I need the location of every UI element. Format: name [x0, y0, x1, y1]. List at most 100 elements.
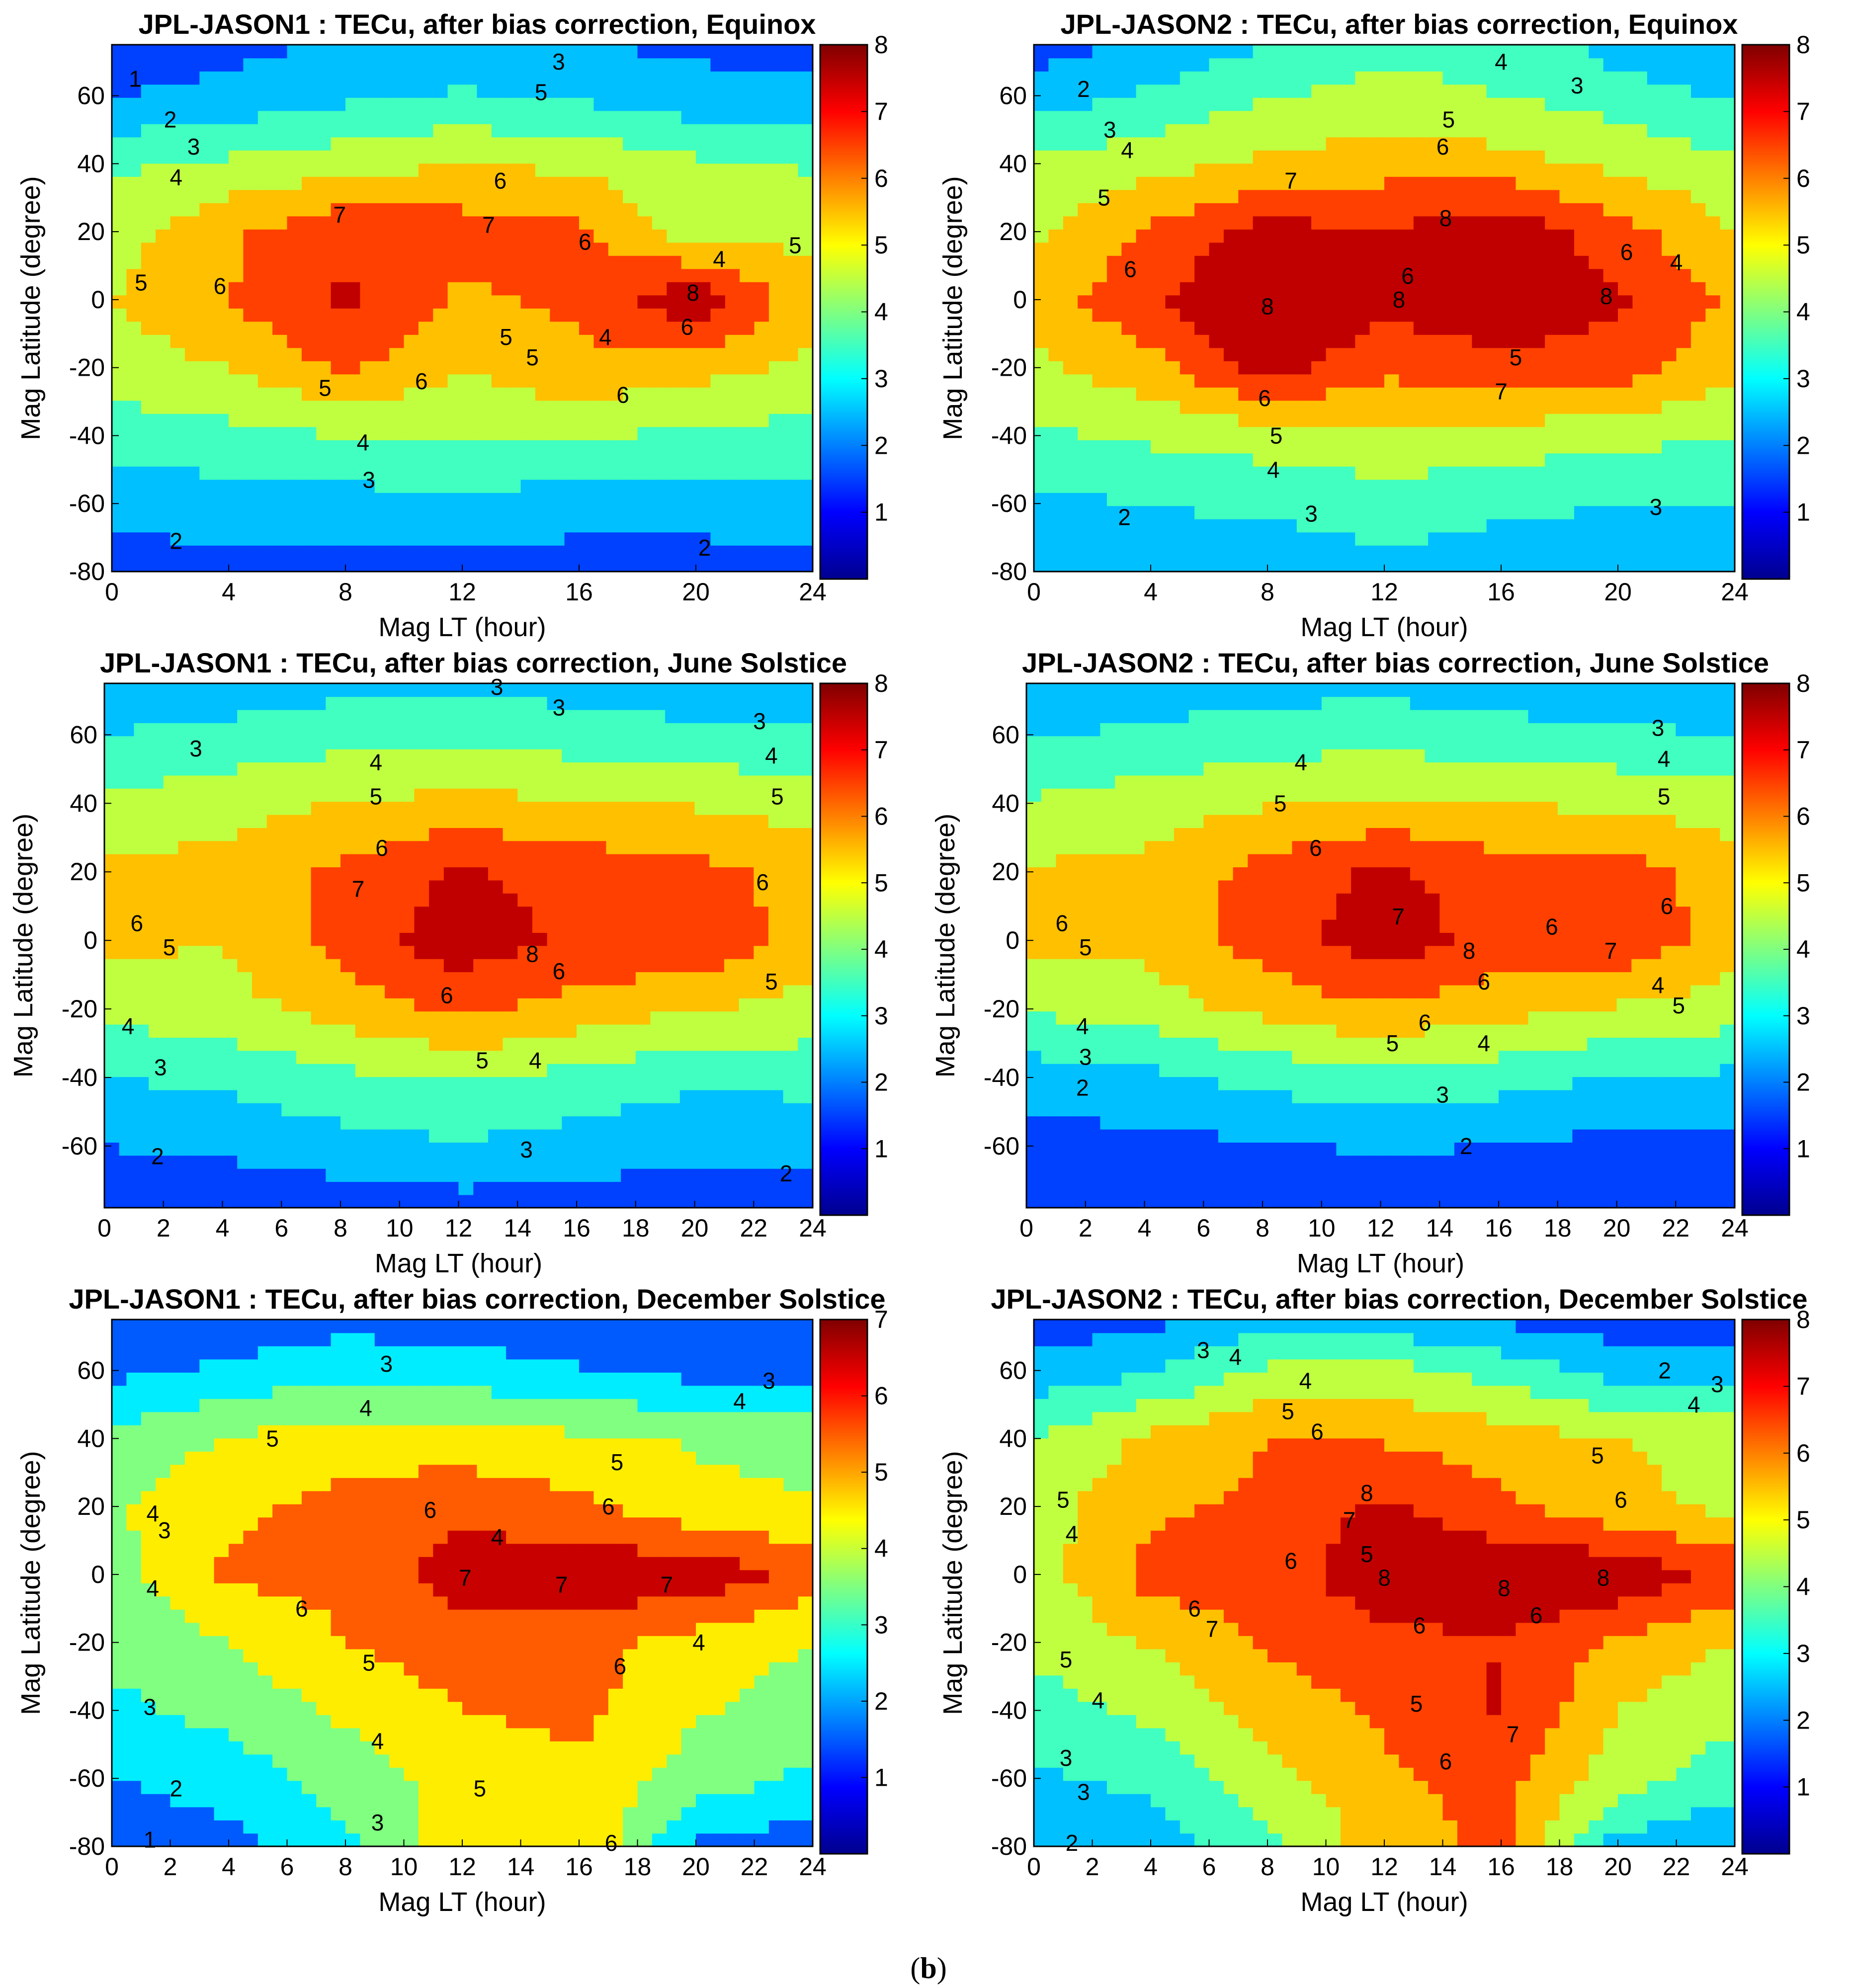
heatmap-cell: [1326, 163, 1341, 177]
heatmap-cell: [1632, 137, 1648, 151]
heatmap-cell: [1618, 71, 1633, 85]
heatmap-cell: [667, 374, 682, 388]
heatmap-cell: [623, 45, 638, 59]
heatmap-cell: [355, 1116, 371, 1130]
heatmap-cell: [1486, 255, 1502, 269]
x-tick-label: 4: [1144, 578, 1158, 606]
heatmap-cell: [579, 137, 594, 151]
heatmap-cell: [374, 71, 390, 85]
heatmap-cell: [1106, 163, 1122, 177]
heatmap-cell: [287, 110, 302, 124]
heatmap-cell: [1267, 400, 1283, 414]
heatmap-cell: [404, 295, 419, 309]
heatmap-cell: [564, 203, 580, 217]
heatmap-cell: [1516, 189, 1531, 203]
heatmap-cell: [404, 493, 419, 506]
heatmap-cell: [1662, 414, 1677, 427]
heatmap-cell: [635, 1063, 651, 1077]
heatmap-cell: [1369, 150, 1385, 164]
heatmap-cell: [564, 216, 580, 230]
heatmap-cell: [126, 189, 142, 203]
heatmap-cell: [725, 519, 740, 533]
heatmap-cell: [1355, 426, 1370, 440]
heatmap-cell: [694, 1129, 710, 1143]
heatmap-cell: [1618, 268, 1633, 282]
heatmap-cell: [1676, 374, 1691, 388]
heatmap-cell: [709, 1089, 725, 1103]
heatmap-cell: [783, 71, 799, 85]
heatmap-cell: [184, 361, 200, 375]
heatmap-cell: [1078, 321, 1093, 335]
heatmap-cell: [340, 945, 356, 959]
heatmap-cell: [681, 282, 696, 296]
heatmap-cell: [184, 558, 200, 572]
heatmap-cell: [783, 1037, 799, 1051]
heatmap-cell: [126, 110, 142, 124]
heatmap-cell: [193, 972, 208, 986]
heatmap-cell: [1647, 71, 1662, 85]
heatmap-cell: [257, 110, 273, 124]
heatmap-cell: [281, 1063, 297, 1077]
heatmap-cell: [163, 1194, 179, 1208]
heatmap-cell: [491, 97, 506, 111]
heatmap-cell: [1121, 58, 1137, 72]
heatmap-cell: [1618, 361, 1633, 375]
heatmap-cell: [710, 229, 726, 243]
heatmap-cell: [119, 958, 135, 973]
heatmap-cell: [754, 479, 769, 493]
heatmap-cell: [418, 387, 434, 401]
heatmap-cell: [1136, 84, 1151, 98]
heatmap-cell: [1311, 137, 1327, 151]
heatmap-cell: [1180, 295, 1195, 309]
heatmap-cell: [1121, 347, 1137, 361]
heatmap-cell: [272, 137, 288, 151]
heatmap-cell: [1282, 334, 1297, 348]
heatmap-cell: [1326, 334, 1341, 348]
heatmap-cell: [1399, 466, 1414, 480]
heatmap-cell: [199, 361, 215, 375]
heatmap-cell: [340, 972, 356, 986]
heatmap-cell: [222, 1129, 238, 1143]
heatmap-cell: [1063, 466, 1078, 480]
heatmap-cell: [414, 972, 429, 986]
heatmap-cell: [1136, 532, 1151, 546]
heatmap-cell: [593, 176, 609, 190]
heatmap-cell: [491, 479, 506, 493]
heatmap-cell: [222, 1155, 238, 1169]
heatmap-cell: [1121, 45, 1137, 59]
heatmap-cell: [1516, 361, 1531, 375]
heatmap-cell: [266, 1129, 282, 1143]
heatmap-cell: [1282, 216, 1297, 230]
heatmap-cell: [562, 1050, 577, 1064]
heatmap-cell: [1209, 295, 1224, 309]
heatmap-cell: [326, 1168, 341, 1182]
heatmap-cell: [149, 958, 164, 973]
heatmap-cell: [243, 558, 258, 572]
contour-label: 3: [1305, 501, 1318, 527]
heatmap-cell: [462, 347, 478, 361]
heatmap-cell: [637, 295, 653, 309]
heatmap-cell: [316, 308, 332, 322]
heatmap-cell: [257, 466, 273, 480]
heatmap-cell: [243, 58, 258, 72]
heatmap-cell: [1165, 45, 1181, 59]
heatmap-cell: [355, 1024, 371, 1038]
heatmap-cell: [623, 321, 638, 335]
heatmap-cell: [184, 493, 200, 506]
heatmap-cell: [311, 945, 327, 959]
heatmap-cell: [163, 1181, 179, 1195]
heatmap-cell: [1311, 110, 1327, 124]
heatmap-cell: [296, 1181, 312, 1195]
heatmap-cell: [783, 268, 799, 282]
heatmap-cell: [768, 1129, 784, 1143]
heatmap-cell: [637, 308, 653, 322]
heatmap-cell: [1209, 519, 1224, 533]
heatmap-cell: [1048, 203, 1064, 217]
heatmap-cell: [447, 216, 463, 230]
heatmap-cell: [652, 71, 668, 85]
heatmap-cell: [725, 545, 740, 559]
heatmap-cell: [1209, 374, 1224, 388]
heatmap-cell: [433, 374, 448, 388]
heatmap-cell: [593, 71, 609, 85]
heatmap-cell: [214, 97, 229, 111]
